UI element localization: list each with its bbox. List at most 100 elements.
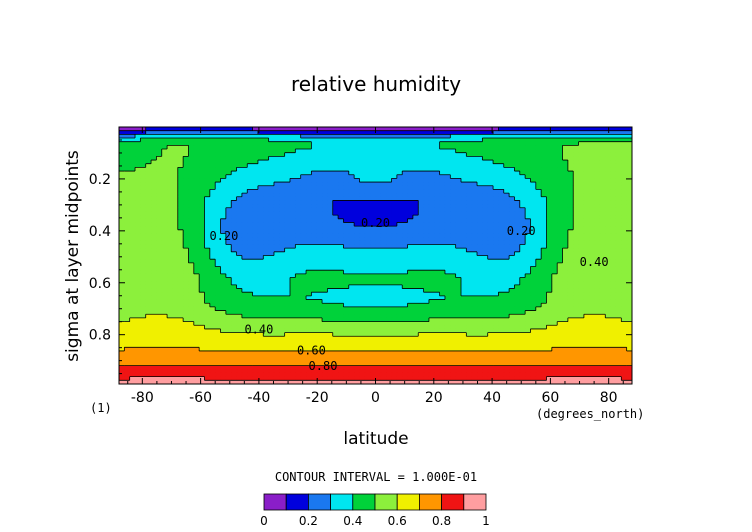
contour-cell: [605, 163, 612, 168]
contour-cell: [412, 233, 419, 238]
contour-cell: [493, 207, 499, 213]
contour-cell: [589, 244, 596, 249]
contour-cell: [167, 240, 174, 246]
contour-cell: [423, 259, 430, 264]
contour-cell: [599, 127, 606, 132]
contour-cell: [252, 273, 259, 279]
contour-cell: [370, 185, 377, 191]
contour-cell: [444, 178, 451, 183]
contour-cell: [519, 284, 526, 290]
contour-cell: [525, 273, 532, 279]
contour-cell: [535, 167, 542, 172]
contour-cell: [530, 233, 537, 238]
contour-cell: [268, 167, 275, 172]
contour-cell: [129, 317, 136, 323]
contour-cell: [551, 259, 558, 264]
contour-cell: [626, 211, 632, 216]
contour-cell: [535, 284, 542, 290]
contour-cell: [322, 288, 328, 293]
contour-cell: [412, 200, 419, 205]
contour-cell: [375, 185, 382, 191]
contour-cell: [455, 270, 462, 275]
contour-cell: [402, 156, 409, 161]
contour-cell: [375, 229, 382, 235]
contour-cell: [209, 156, 216, 161]
contour-cell: [375, 134, 382, 139]
contour-cell: [402, 196, 409, 202]
contour-cell: [589, 189, 596, 194]
contour-cell: [322, 138, 328, 143]
contour-cell: [252, 171, 259, 176]
contour-cell: [172, 284, 179, 290]
contour-cell: [589, 218, 596, 224]
contour-cell: [124, 215, 131, 220]
contour-cell: [450, 288, 457, 293]
contour-cell: [589, 270, 596, 275]
contour-cell: [129, 240, 136, 246]
contour-cell: [167, 303, 174, 308]
contour-cell: [311, 200, 318, 205]
contour-cell: [386, 156, 393, 161]
contour-cell: [209, 163, 216, 168]
contour-cell: [557, 240, 564, 246]
contour-cell: [482, 218, 489, 224]
contour-cell: [268, 248, 275, 253]
contour-cell: [129, 145, 136, 150]
contour-cell: [124, 229, 131, 235]
contour-cell: [391, 156, 398, 161]
contour-cell: [567, 233, 574, 238]
contour-cell: [338, 226, 345, 231]
contour-cell: [257, 171, 264, 176]
contour-cell: [311, 215, 318, 220]
contour-cell: [199, 262, 206, 268]
contour-cell: [236, 145, 243, 150]
contour-cell: [161, 262, 168, 268]
contour-cell: [151, 138, 157, 143]
contour-cell: [551, 156, 558, 161]
contour-cell: [268, 251, 275, 257]
contour-cell: [151, 266, 157, 271]
contour-cell: [273, 200, 280, 205]
contour-cell: [225, 233, 232, 238]
contour-cell: [188, 314, 195, 319]
contour-cell: [161, 174, 168, 179]
contour-cell: [487, 193, 494, 198]
contour-cell: [589, 171, 596, 176]
contour-cell: [311, 141, 318, 146]
contour-cell: [578, 273, 585, 279]
contour-cell: [119, 156, 125, 161]
contour-cell: [161, 156, 168, 161]
contour-cell: [557, 211, 564, 216]
contour-cell: [391, 295, 398, 301]
contour-cell: [151, 196, 157, 202]
contour-cell: [423, 218, 430, 224]
contour-cell: [241, 207, 248, 213]
contour-cell: [605, 207, 612, 213]
contour-cell: [621, 295, 628, 301]
contour-cell: [578, 295, 585, 301]
contour-cell: [412, 277, 419, 282]
contour-cell: [605, 141, 612, 146]
contour-cell: [423, 167, 430, 172]
contour-cell: [161, 207, 168, 213]
contour-cell: [247, 207, 254, 213]
contour-cell: [236, 281, 243, 286]
contour-cell: [493, 130, 499, 135]
contour-cell: [300, 248, 307, 253]
contour-cell: [273, 196, 280, 202]
contour-cell: [503, 284, 510, 290]
contour-cell: [493, 288, 499, 293]
contour-cell: [589, 295, 596, 301]
contour-cell: [551, 171, 558, 176]
contour-cell: [124, 284, 131, 290]
contour-cell: [215, 229, 222, 235]
contour-cell: [583, 292, 590, 297]
contour-cell: [391, 266, 398, 271]
contour-cell: [402, 259, 409, 264]
contour-cell: [300, 306, 307, 312]
contour-cell: [332, 251, 339, 257]
contour-cell: [279, 207, 286, 213]
contour-cell: [183, 310, 190, 315]
contour-cell: [610, 259, 617, 264]
contour-cell: [386, 141, 393, 146]
